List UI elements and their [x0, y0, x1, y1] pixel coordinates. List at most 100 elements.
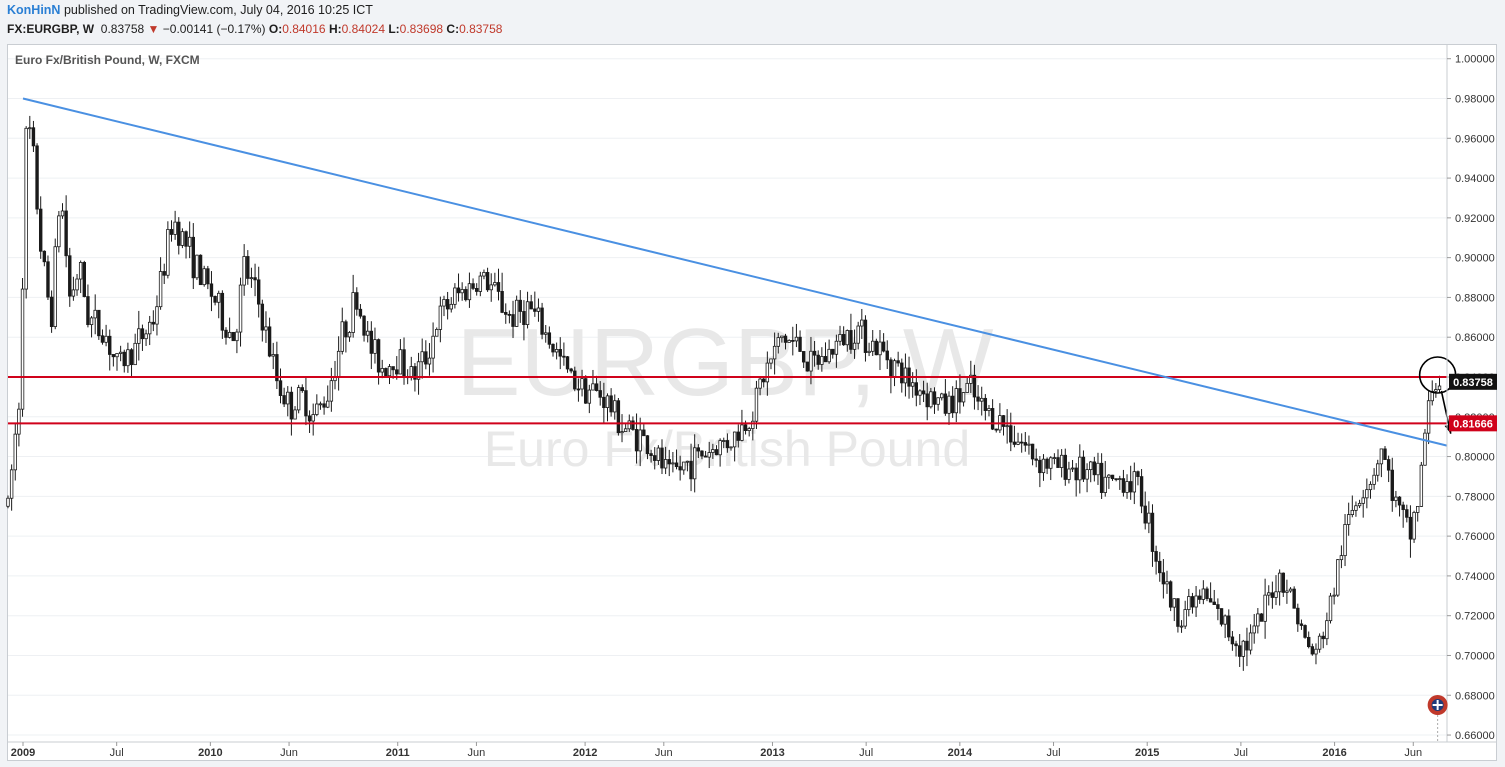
candle-body	[282, 395, 286, 405]
publish-info: KonHinN published on TradingView.com, Ju…	[7, 3, 373, 17]
open-value: 0.84016	[282, 22, 326, 36]
time-tick-label: Jul	[859, 747, 873, 759]
candle-body	[1096, 462, 1100, 476]
candle-body	[1372, 474, 1376, 485]
candle-body	[20, 288, 25, 410]
events[interactable]	[1427, 695, 1448, 742]
candle-body	[725, 440, 730, 449]
candle-body	[540, 307, 544, 335]
candle-body	[460, 289, 464, 294]
candle-body	[271, 354, 275, 357]
price-label-bg	[1449, 373, 1497, 390]
candle-body	[68, 255, 72, 297]
candle-body	[849, 330, 853, 350]
candle-body	[1339, 555, 1344, 561]
candle-body	[362, 315, 366, 336]
candle-body	[943, 393, 948, 414]
candle-body	[852, 342, 857, 350]
candle-body	[1041, 458, 1046, 474]
candle-body	[89, 317, 94, 326]
price-axis[interactable]: 1.00000 0.98000 0.96000 0.94000 0.92000 0.900…	[1446, 45, 1497, 742]
publisher-name[interactable]: KonHinN	[7, 3, 61, 17]
price-tick-label: 0.98000	[1455, 94, 1495, 106]
chart-frame[interactable]	[7, 44, 1497, 761]
candle-body	[1212, 601, 1216, 605]
candle-body	[1132, 471, 1137, 493]
candle-body	[1179, 625, 1184, 628]
candle-body	[151, 321, 156, 325]
candle-body	[1070, 467, 1075, 470]
candle-body	[191, 236, 195, 279]
candle-body	[326, 400, 330, 408]
candle-body	[583, 378, 588, 404]
candle-body	[260, 303, 265, 331]
candle-body	[60, 210, 65, 217]
candle-body	[108, 335, 112, 355]
candle-body	[1332, 594, 1336, 597]
candle-body	[122, 351, 126, 367]
candle-body	[1285, 590, 1289, 593]
candle-body	[1187, 596, 1191, 610]
candle-body	[1412, 512, 1416, 540]
candle-body	[293, 409, 297, 420]
candle-body	[1405, 509, 1409, 518]
candle-body	[496, 282, 501, 292]
price-tick-label: 0.72000	[1455, 611, 1495, 623]
candle-body	[1234, 643, 1238, 647]
candle-body	[467, 283, 472, 301]
published-text: published on TradingView.com, July 04, 2…	[63, 3, 373, 17]
candle-body	[1281, 572, 1285, 593]
candle-body	[863, 319, 868, 353]
candle-body	[115, 353, 119, 358]
candle-body	[42, 250, 47, 263]
candle-body	[398, 349, 403, 375]
price-tick-label: 0.96000	[1455, 133, 1495, 145]
candle-body	[987, 408, 991, 411]
candle-body	[1208, 598, 1213, 603]
candle-body	[1194, 595, 1198, 608]
candle-body	[82, 262, 86, 297]
close-value: 0.83758	[459, 22, 503, 36]
candle-body	[605, 395, 610, 409]
price-tick-label: 0.68000	[1455, 690, 1495, 702]
candle-body	[1386, 459, 1391, 471]
candle-body	[206, 268, 210, 285]
candle-body	[111, 354, 116, 358]
candle-body	[1237, 645, 1242, 657]
candle-body	[965, 382, 969, 393]
candle-body	[780, 335, 784, 339]
candle-body	[910, 382, 915, 387]
candle-body	[889, 359, 893, 378]
candle-body	[623, 428, 628, 432]
candle-body	[1270, 592, 1275, 598]
candle-body	[173, 221, 177, 235]
candle-body	[667, 459, 671, 465]
candle-body	[86, 296, 90, 326]
candle-body	[249, 277, 254, 280]
candle-body	[976, 396, 980, 402]
candle-body	[1401, 504, 1405, 511]
candle-body	[369, 330, 374, 354]
candle-body	[918, 390, 922, 396]
candle-body	[1361, 497, 1365, 504]
candle-body	[823, 356, 828, 363]
candle-body	[1183, 609, 1187, 627]
candle-body	[500, 291, 504, 313]
candle-body	[1103, 476, 1107, 493]
candle-body	[765, 362, 770, 383]
candle-body	[445, 299, 450, 310]
candle-body	[1136, 471, 1140, 477]
time-tick-label: 2009	[11, 747, 35, 759]
price-tick-label: 0.66000	[1455, 730, 1495, 742]
candle-body	[482, 272, 486, 277]
candle-body	[620, 431, 624, 434]
candle-body	[296, 387, 301, 411]
candle-body	[1085, 469, 1089, 480]
time-axis[interactable]: 2009 Jul 2010 Jun 2011 Jun 2012 Jun 2013 Jul 2014 J…	[8, 741, 1497, 759]
candle-body	[493, 282, 497, 286]
candle-body	[794, 336, 799, 342]
candle-body	[169, 229, 174, 235]
candle-body	[663, 459, 668, 469]
candle-body	[384, 368, 388, 377]
